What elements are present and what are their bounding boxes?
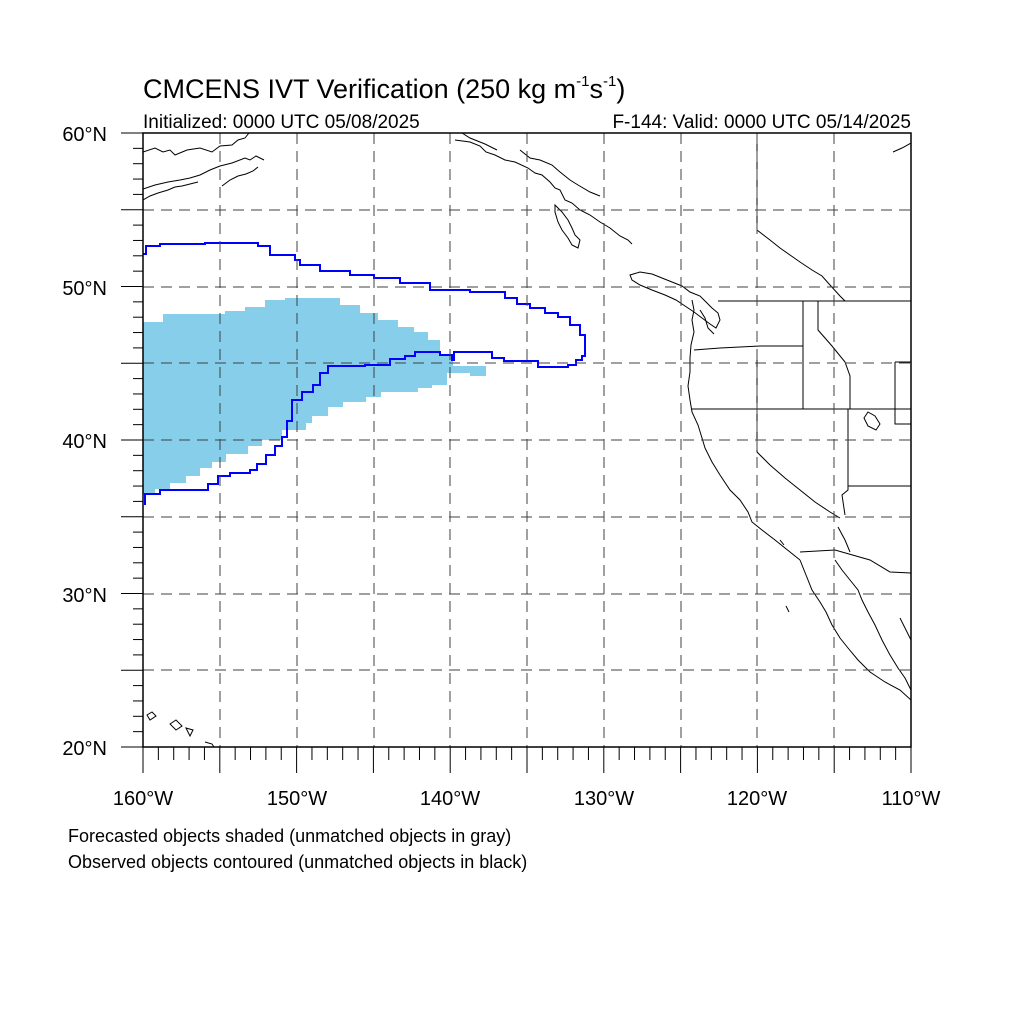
valid-time-label: F-144: Valid: 0000 UTC 05/14/2025 [612, 112, 911, 133]
observed-ivt-contour [143, 242, 586, 505]
lat-label-50n: 50°N [62, 278, 107, 300]
lat-label-60n: 60°N [62, 124, 107, 146]
lon-label-120w: 120°W [727, 788, 787, 810]
observed-footnote: Observed objects contoured (unmatched ob… [68, 852, 528, 872]
lon-label-130w: 130°W [574, 788, 634, 810]
lat-label-20n: 20°N [62, 738, 107, 760]
lon-label-150w: 150°W [267, 788, 327, 810]
lon-label-140w: 140°W [420, 788, 480, 810]
lon-label-160w: 160°W [113, 788, 173, 810]
lat-label-40n: 40°N [62, 431, 107, 453]
axis-ticks [121, 132, 912, 773]
forecast-ivt-object [143, 298, 486, 495]
longitude-labels: 160°W 150°W 140°W 130°W 120°W 110°W [113, 788, 941, 810]
forecast-footnote: Forecasted objects shaded (unmatched obj… [68, 826, 512, 846]
lat-label-30n: 30°N [62, 585, 107, 607]
init-time-label: Initialized: 0000 UTC 05/08/2025 [143, 112, 420, 133]
graticule [143, 133, 911, 747]
map-title: CMCENS IVT Verification (250 kg m-1s-1) [143, 73, 625, 104]
latitude-labels: 60°N 50°N 40°N 30°N 20°N [62, 124, 107, 760]
lon-label-110w: 110°W [882, 788, 941, 810]
